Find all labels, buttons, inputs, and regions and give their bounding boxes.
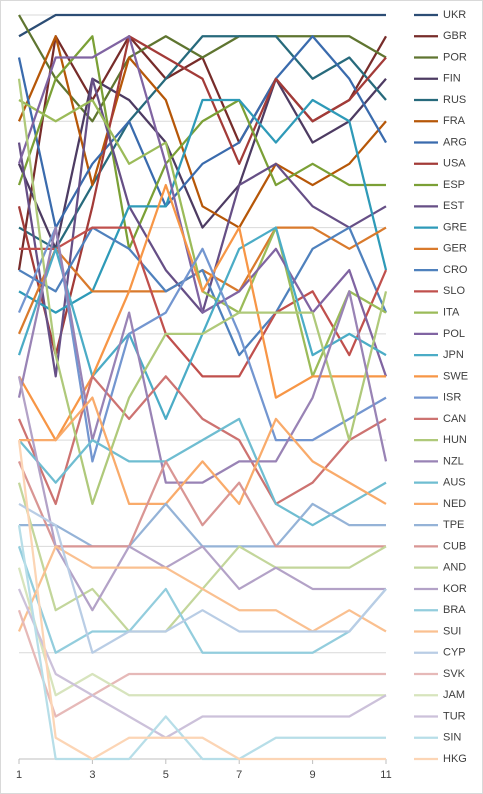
series-line — [19, 226, 388, 378]
series-line — [18, 183, 386, 442]
series-line — [17, 588, 387, 739]
legend-label: NZL — [443, 455, 464, 467]
legend-label: SIN — [443, 732, 461, 744]
legend-label: UKR — [443, 9, 466, 21]
legend-label: FRA — [443, 115, 466, 127]
series-line — [17, 226, 388, 484]
series-line — [18, 226, 388, 357]
legend-label: JAM — [443, 689, 465, 701]
series-line — [17, 545, 387, 633]
series-line — [18, 13, 386, 38]
x-tick-label: 7 — [236, 769, 242, 781]
x-tick-label: 11 — [380, 769, 391, 781]
legend-label: KOR — [443, 583, 467, 595]
series-line — [17, 460, 386, 548]
x-tick-label: 9 — [310, 769, 316, 781]
legend-label: JPN — [443, 349, 464, 361]
series-line — [17, 35, 387, 357]
series-line — [18, 417, 387, 527]
x-tick-label: 3 — [89, 769, 95, 781]
legend-label: GRE — [443, 221, 467, 233]
legend-label: TPE — [443, 519, 464, 531]
legend-label: RUS — [443, 94, 466, 106]
legend-label: ARG — [443, 136, 467, 148]
x-tick-label: 1 — [16, 769, 22, 781]
legend-label: ISR — [443, 392, 461, 404]
series-line — [17, 524, 386, 761]
legend-label: ITA — [443, 307, 460, 319]
series-line — [17, 376, 386, 612]
legend-label: USA — [443, 158, 466, 170]
series-line — [18, 98, 388, 314]
legend-label: BRA — [443, 604, 466, 616]
legend-label: HKG — [443, 753, 467, 765]
series-line — [18, 502, 387, 654]
series-line — [17, 546, 387, 654]
legend-label: EST — [443, 200, 465, 212]
legend-label: ESP — [443, 179, 465, 191]
x-tick-label: 5 — [163, 769, 169, 781]
legend-label: CYP — [443, 647, 466, 659]
legend-label: SVK — [443, 668, 466, 680]
series-line — [17, 226, 387, 463]
legend-label: GER — [443, 243, 467, 255]
legend-label: CAN — [443, 413, 466, 425]
legend-label: POR — [443, 51, 467, 63]
legend-label: AUS — [443, 477, 466, 489]
series-line — [17, 35, 386, 250]
legend-label: SWE — [443, 370, 468, 382]
legend-label: CRO — [443, 264, 468, 276]
legend-label: TUR — [443, 710, 466, 722]
legend-label: SLO — [443, 285, 465, 297]
legend-label: GBR — [443, 30, 467, 42]
series-line — [17, 440, 386, 761]
series-line — [17, 609, 386, 718]
legend-label: AND — [443, 562, 466, 574]
legend-label: POL — [443, 328, 465, 340]
series-line — [19, 396, 387, 506]
legend-label: CUB — [443, 540, 466, 552]
legend-label: HUN — [443, 434, 467, 446]
series-line — [17, 35, 388, 377]
series-line — [17, 35, 387, 229]
legend-label: FIN — [443, 73, 461, 85]
series-line — [17, 567, 386, 697]
legend-label: SUI — [443, 625, 461, 637]
series-line — [18, 35, 387, 250]
legend-label: NED — [443, 498, 466, 510]
